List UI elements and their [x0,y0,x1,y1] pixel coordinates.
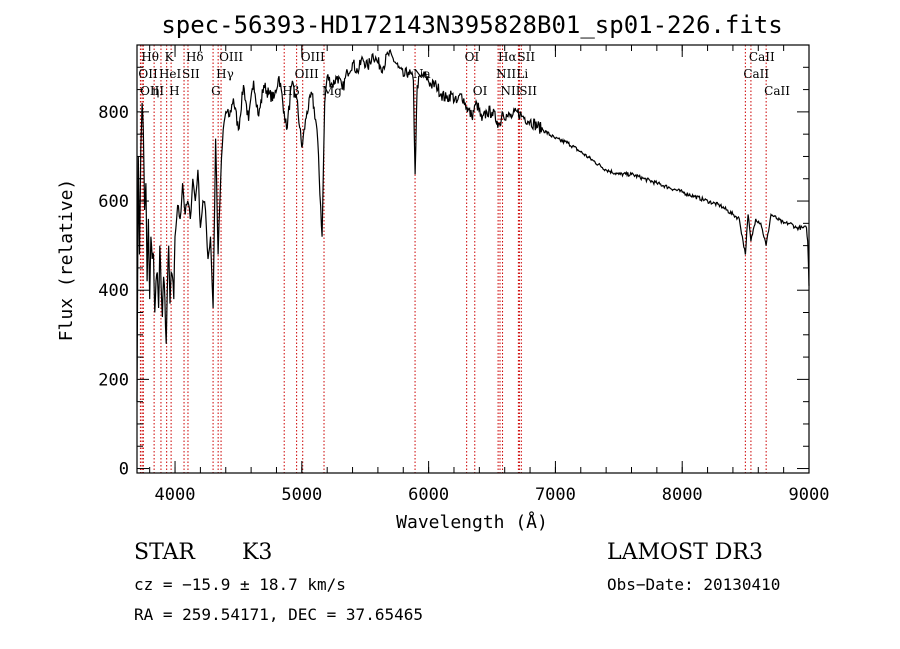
object-subclass: K3 [242,540,272,565]
y-axis-ticks: 0 200 400 600 800 [98,66,809,480]
line-marker-label: OIII [140,84,164,98]
x-tick-label: 6000 [408,485,449,505]
spectrum-line [136,48,810,402]
line-marker-label: SII [519,84,537,98]
line-marker-label: OIII [219,50,243,64]
obs-date: Obs−Date: 20130410 [607,575,780,594]
line-marker-labels: HθOIIOIIIηHeIKHSIIHδGHγOIIIHβOIIIOIIIMgN… [138,50,790,98]
line-marker-label: CaII [743,67,769,81]
y-tick-label: 200 [98,370,129,390]
y-tick-label: 0 [119,460,129,480]
line-marker-label: K [165,50,175,64]
line-marker-label: Li [516,67,528,81]
line-marker-label: Hα [498,50,517,64]
redshift-info: cz = −15.9 ± 18.7 km/s [134,575,346,594]
coordinates: RA = 259.54171, DEC = 37.65465 [134,605,423,624]
line-marker-label: G [211,84,221,98]
line-marker-label: OIII [295,67,319,81]
line-marker-label: SII [182,67,200,81]
line-marker-label: η [152,84,159,98]
y-axis-label: Flux (relative) [56,179,77,342]
line-marker-label: HeI [159,67,182,81]
line-marker-label: CaII [764,84,790,98]
x-tick-label: 7000 [535,485,576,505]
line-marker-label: Hθ [141,50,159,64]
line-marker-label: H [169,84,179,98]
y-tick-label: 800 [98,103,129,123]
line-marker-label: Hγ [216,67,234,81]
x-tick-label: 4000 [155,485,196,505]
line-marker-label: OI [465,50,480,64]
line-marker-label: Hδ [186,50,204,64]
y-tick-label: 400 [98,281,129,301]
y-tick-label: 600 [98,192,129,212]
x-axis-label: Wavelength (Å) [396,511,548,533]
line-marker-label: OIII [301,50,325,64]
survey-name: LAMOST DR3 [607,540,763,565]
chart-title: spec-56393-HD172143N395828B01_sp01-226.f… [161,11,782,39]
line-marker-label: NII [496,67,516,81]
line-marker-label: SII [517,50,535,64]
x-axis-ticks: 4000 5000 6000 7000 8000 9000 [149,45,830,505]
x-tick-label: 5000 [281,485,322,505]
object-class: STAR [134,540,196,565]
line-marker-label: NII [501,84,521,98]
line-marker-label: OI [473,84,488,98]
plot-frame [136,44,810,474]
line-marker-label: CaII [749,50,775,64]
line-marker-label: Mg [322,84,342,98]
x-tick-label: 9000 [789,485,830,505]
x-tick-label: 8000 [662,485,703,505]
line-marker-label: OII [138,67,158,81]
